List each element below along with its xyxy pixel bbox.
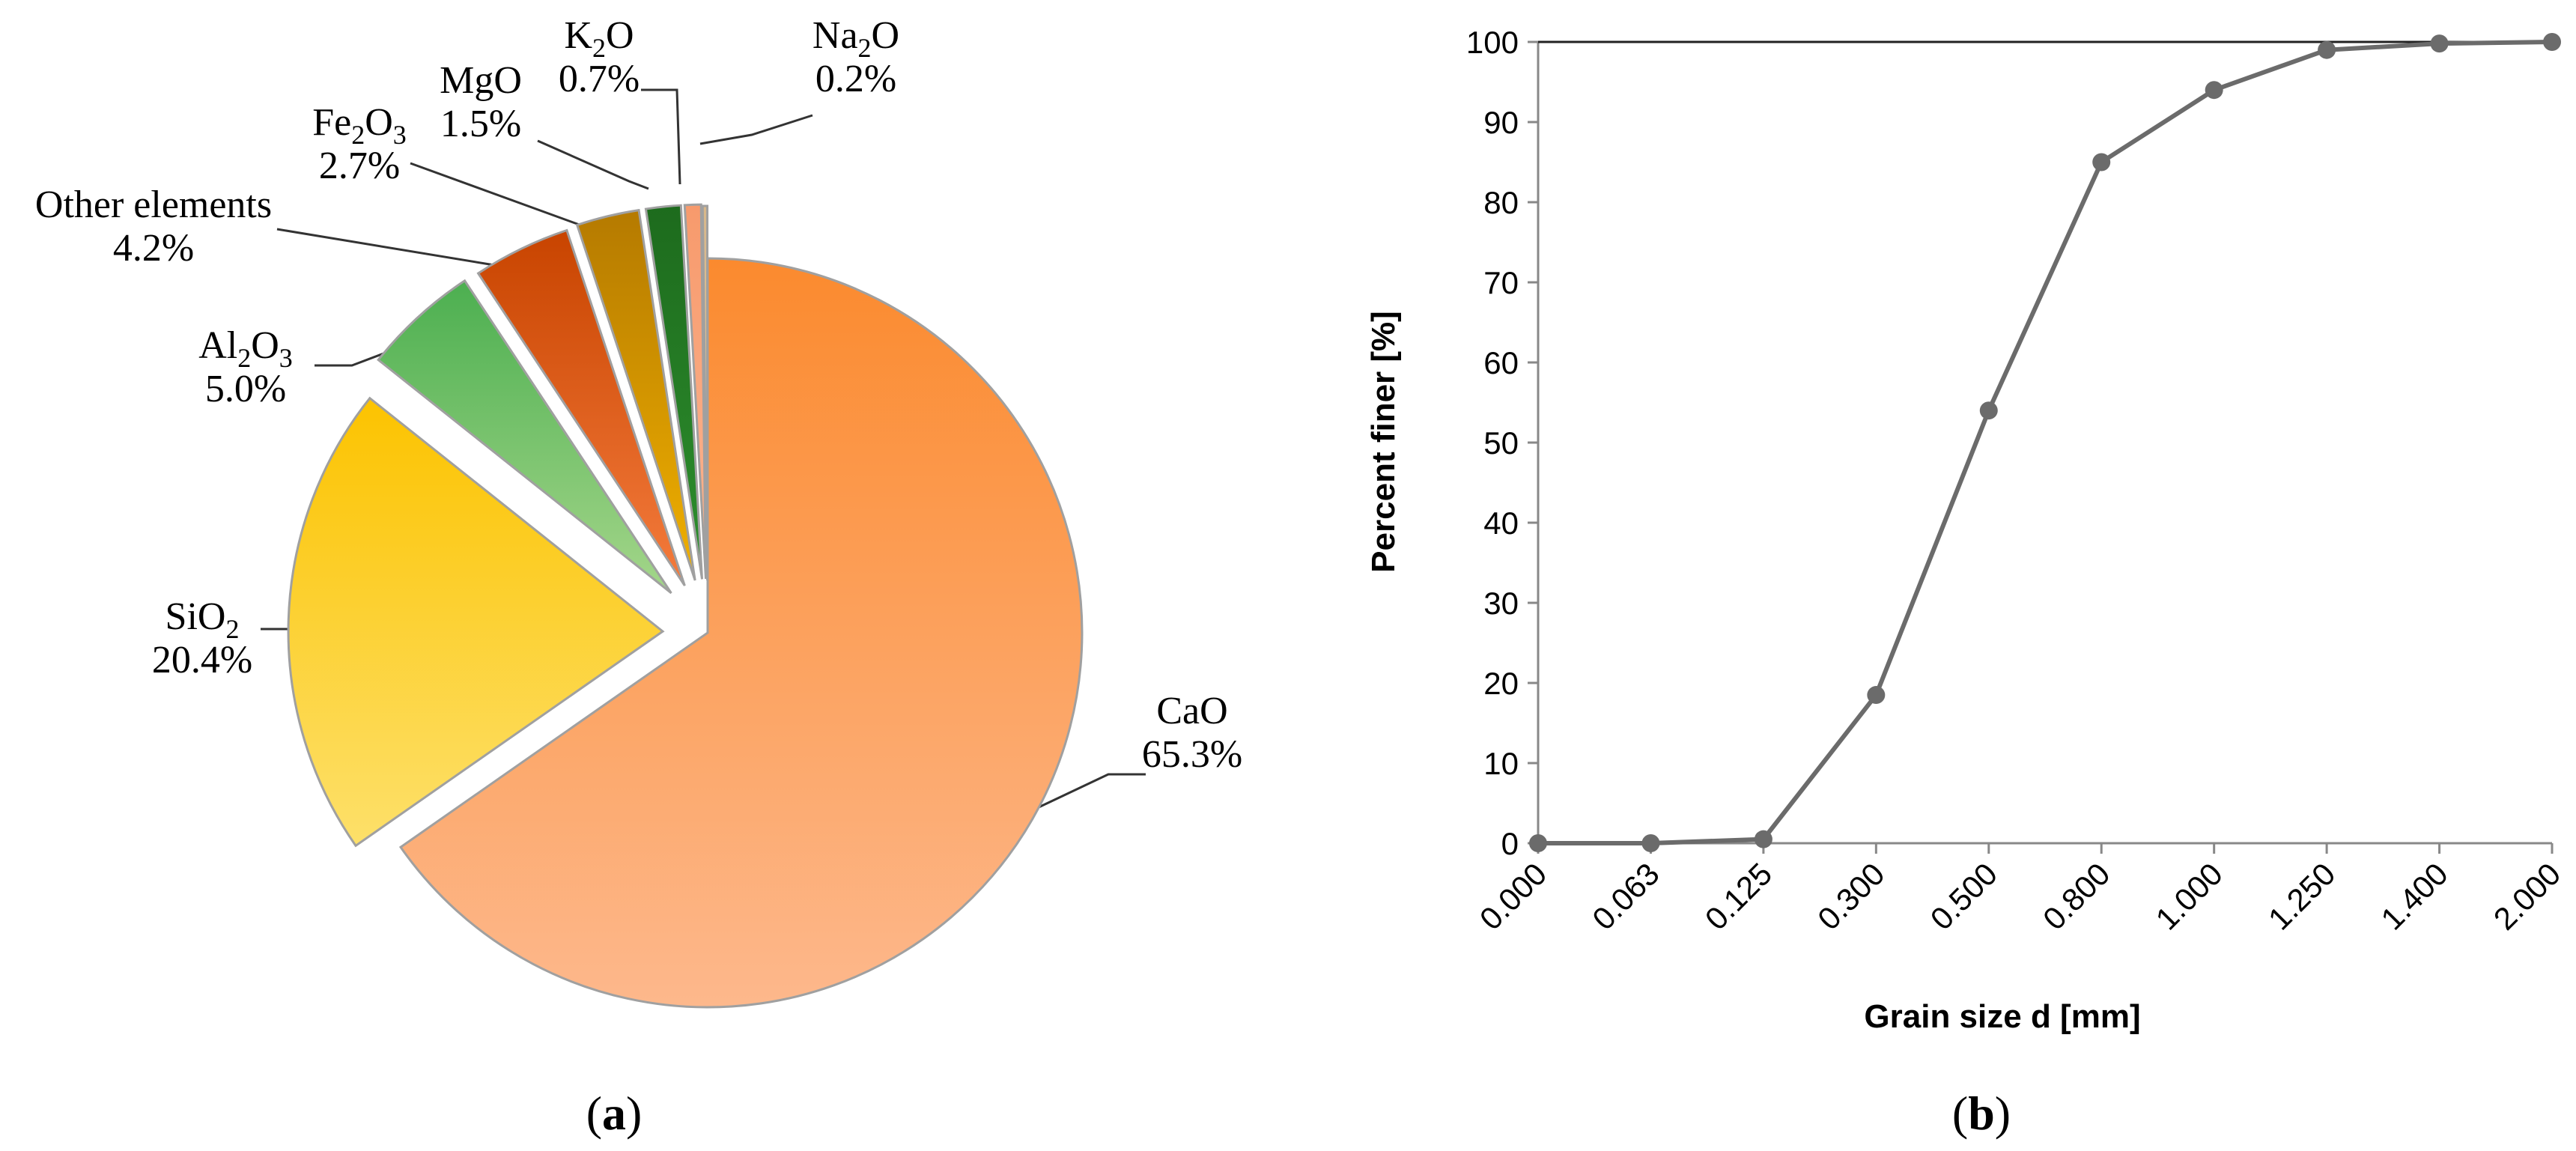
y-tick-label: 30 [1483,586,1519,621]
x-axis: 0.000 0.063 0.125 0.300 0.500 0.800 1.000 1.250… [1473,842,2568,937]
pie-label-name-sio2: SiO2 [165,595,240,644]
panel-label-a: (a) [586,1087,643,1140]
x-axis-title: Grain size d [mm] [1864,998,2140,1035]
x-tick-label: 0.500 [1924,856,2005,937]
series-polyline [1538,40,2553,845]
leader-line-other-elements [276,228,525,271]
pie-label-value-na2o: 0.2% [815,58,896,100]
pie-slices [287,203,1084,1009]
data-point [1529,834,1547,852]
pie-label-value-fe2o3: 2.7% [319,145,400,187]
pie-label-name-fe2o3: Fe2O3 [312,101,407,150]
y-tick-label: 50 [1483,425,1519,461]
x-tick-label: 1.250 [2261,856,2342,937]
data-point [2318,40,2336,59]
panel-label-b-open: ( [1952,1087,1968,1140]
x-tick-label: 0.800 [2036,856,2117,937]
pie-slice-sio2 [287,396,665,848]
pie-label-name-cao: CaO [1156,690,1227,732]
pie-slice-al2o3 [377,279,672,595]
data-point [2205,81,2223,100]
x-tick-label: 1.000 [2148,856,2229,937]
pie-slice-mgo [644,204,704,580]
pie-slice-other-elements [476,228,686,586]
pie-label-name-al2o3: Al2O3 [198,324,293,373]
panel-label-b-close: ) [1995,1087,2011,1140]
pie-label-value-other-elements: 4.2% [113,227,194,270]
panel-label-a-open: ( [586,1087,602,1140]
leader-line-mgo [537,139,649,190]
pie-label-value-sio2: 20.4% [152,639,252,681]
x-tick-label: 0.300 [1811,856,1892,937]
y-tick-label: 10 [1483,746,1519,781]
x-tick-label: 0.063 [1585,856,1666,937]
y-tick-label: 100 [1466,25,1519,60]
y-tick-label: 90 [1483,105,1519,140]
x-tick-label: 0.000 [1473,856,1554,937]
x-tick-label: 1.400 [2374,856,2455,937]
panel-letter-a: a [602,1087,626,1140]
pie-label-name-na2o: Na2O [812,14,899,63]
data-point [2092,153,2111,171]
leader-line-fe2o3 [410,162,607,235]
panel-label-b: (b) [1952,1087,2011,1140]
pie-label-name-mgo: MgO [440,59,522,102]
pie-label-name-k2o: K2O [564,14,634,63]
pie-slice-k2o [683,203,708,580]
y-axis-title: Percent finer [%] [1365,311,1402,573]
x-tick-label: 0.125 [1698,856,1779,937]
pie-label-value-mgo: 1.5% [440,103,521,145]
data-point [1979,401,1998,420]
y-tick-label: 0 [1501,826,1519,861]
panel-letter-b: b [1968,1087,1995,1140]
pie-slice-fe2o3 [575,208,696,581]
leader-line-k2o [641,88,681,185]
y-tick-label: 70 [1483,265,1519,300]
panel-label-a-close: ) [626,1087,642,1140]
data-point [2543,33,2561,51]
y-tick-label: 60 [1483,345,1519,380]
leader-line-na2o [699,114,813,145]
pie-slice-na2o [701,204,709,581]
x-tick-label: 2.000 [2487,856,2568,937]
series-points [1529,33,2561,852]
data-point [1754,830,1772,848]
y-tick-label: 80 [1483,185,1519,220]
y-axis: 0 10 20 30 40 50 60 70 80 90 100 [1466,25,1540,861]
y-tick-label: 40 [1483,505,1519,541]
data-point [1641,834,1660,852]
y-tick-label: 20 [1483,666,1519,701]
data-point [2430,34,2449,53]
pie-label-value-al2o3: 5.0% [205,368,286,410]
pie-label-value-k2o: 0.7% [559,58,640,100]
leader-line-cao [1022,773,1146,816]
pie-slice-cao [398,257,1084,1009]
pie-label-value-cao: 65.3% [1142,733,1242,776]
data-point [1867,686,1886,705]
pie-label-name-other-elements: Other elements [35,183,272,226]
series-line [1538,40,2553,845]
